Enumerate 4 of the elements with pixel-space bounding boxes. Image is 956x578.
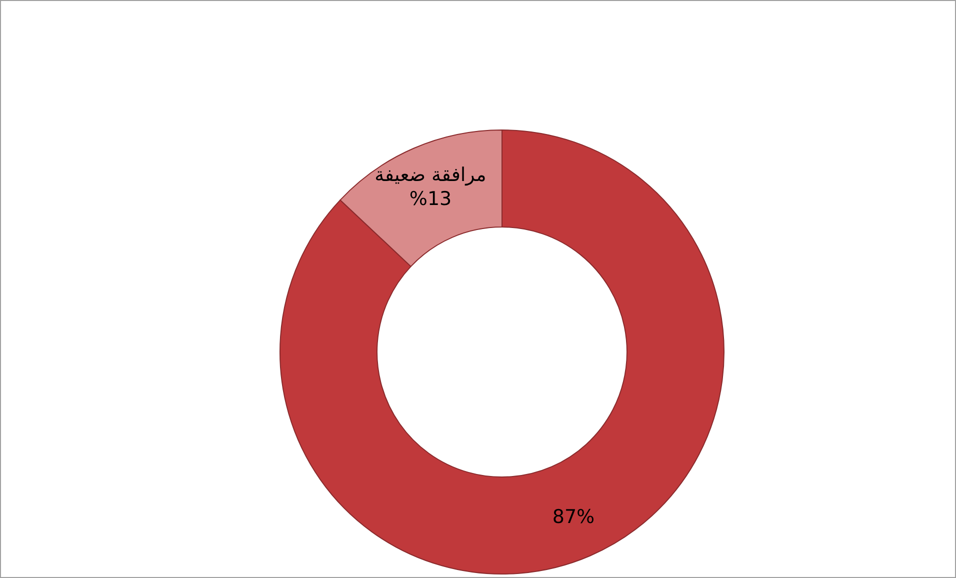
slice-label: مرافقة ضعيفة (374, 164, 486, 186)
donut-slice (280, 130, 724, 574)
data-label: 87% (552, 506, 595, 528)
data-label: %13 (409, 188, 452, 210)
